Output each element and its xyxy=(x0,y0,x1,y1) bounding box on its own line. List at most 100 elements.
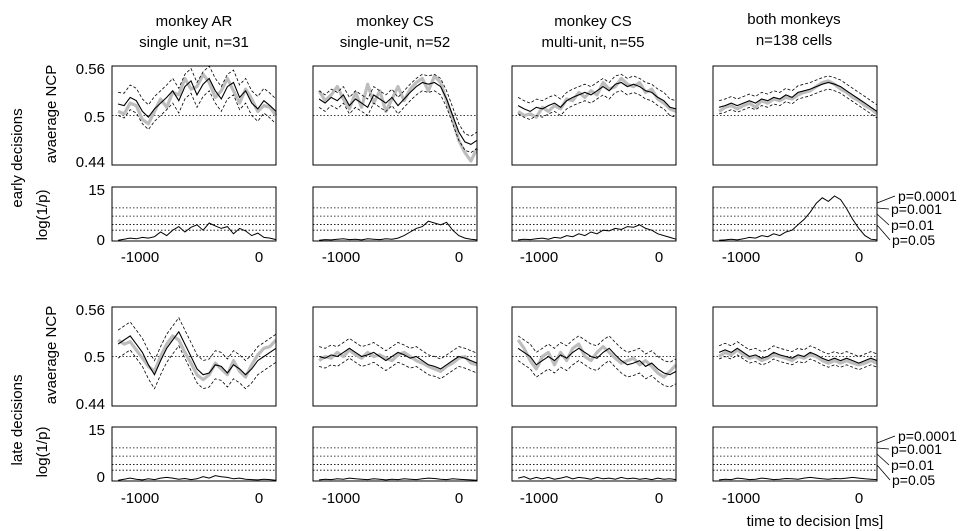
xtick-late-c3-0: 0 xyxy=(655,490,663,507)
xtick-late-c4-neg1000: -1000 xyxy=(722,490,760,507)
xlabel: time to decision [ms] xyxy=(747,513,884,530)
ncp-upper-bound-early-c1 xyxy=(118,65,277,106)
ncp-upper-bound-early-c4 xyxy=(718,75,878,106)
p-label-late-0001: p=0.0001 xyxy=(898,428,957,444)
ncp-lower-bound-early-c4 xyxy=(718,88,878,119)
p-label-late-001: p=0.001 xyxy=(891,441,942,457)
ytick-ncp-early-050: 0.5 xyxy=(84,109,105,126)
ncp-panel-early-c1 xyxy=(111,65,278,166)
xtick-early-c4-neg1000: -1000 xyxy=(722,249,760,266)
xtick-early-c1-0: 0 xyxy=(255,249,263,266)
ncp-mean-series-early-c3 xyxy=(517,81,677,113)
logp-panel-late-c2 xyxy=(312,426,478,482)
panels xyxy=(111,65,879,482)
logp-series-late-c4 xyxy=(719,476,878,481)
p-label-early-01: p=0.01 xyxy=(891,217,934,233)
ncp-panel-early-c3 xyxy=(511,65,677,166)
logp-panel-late-c4 xyxy=(712,426,878,482)
logp-panel-late-c1 xyxy=(111,426,277,482)
xtick-early-c2-neg1000: -1000 xyxy=(322,249,360,266)
ytick-ncp-late-050: 0.5 xyxy=(84,349,105,366)
logp-series-late-c3 xyxy=(517,476,677,481)
row-label-early: early decisions xyxy=(9,108,26,207)
logp-frame-early-c3 xyxy=(511,186,677,242)
ylabel-logp-early: log(1/p) xyxy=(34,190,51,241)
p-label-late-01: p=0.01 xyxy=(891,457,934,473)
ncp-lower-bound-late-c1 xyxy=(117,345,277,390)
ncp-alt-series-early-c3 xyxy=(517,76,677,119)
ncp-frame-early-c3 xyxy=(511,65,677,166)
ncp-frame-late-c3 xyxy=(511,306,677,407)
ylabel-ncp-early: avaerage NCP xyxy=(43,65,60,163)
col-title-2-line1: monkey CS xyxy=(356,13,434,30)
ncp-alt-series-early-c2 xyxy=(317,74,479,163)
logp-frame-late-c4 xyxy=(712,426,878,482)
logp-series-early-c1 xyxy=(118,222,277,241)
ncp-frame-early-c2 xyxy=(312,65,478,166)
xtick-early-c1-neg1000: -1000 xyxy=(121,249,159,266)
ytick-logp-late-15: 15 xyxy=(88,422,105,439)
ncp-upper-bound-late-c3 xyxy=(517,335,677,363)
logp-panel-early-c3 xyxy=(511,186,677,242)
xtick-late-c3-neg1000: -1000 xyxy=(520,490,558,507)
p-label-early-0001: p=0.0001 xyxy=(898,188,957,204)
ytick-ncp-early-044: 0.44 xyxy=(76,154,105,171)
ncp-panel-early-c4 xyxy=(712,65,879,166)
col-title-4-line2: n=138 cells xyxy=(756,32,832,49)
col-title-1-line1: monkey AR xyxy=(156,13,233,30)
ncp-lower-bound-late-c3 xyxy=(517,360,677,388)
col-title-3-line2: multi-unit, n=55 xyxy=(542,34,645,51)
p-label-leaders xyxy=(876,195,896,481)
ytick-logp-late-0: 0 xyxy=(97,469,105,486)
ncp-frame-late-c2 xyxy=(312,306,478,407)
xtick-late-c2-neg1000: -1000 xyxy=(322,490,360,507)
ncp-lower-bound-early-c2 xyxy=(318,90,478,154)
col-title-1-line2: single unit, n=31 xyxy=(139,34,249,51)
logp-frame-early-c2 xyxy=(312,186,478,242)
col-title-2-line2: single-unit, n=52 xyxy=(340,34,451,51)
ncp-upper-bound-late-c1 xyxy=(117,316,277,362)
ytick-logp-early-15: 15 xyxy=(88,182,105,199)
ncp-lower-bound-early-c3 xyxy=(517,90,677,121)
p-label-early-001: p=0.001 xyxy=(891,201,942,217)
ncp-upper-bound-late-c2 xyxy=(318,337,478,360)
ncp-lower-bound-early-c1 xyxy=(117,90,277,131)
ncp-panel-late-c4 xyxy=(712,306,878,407)
ncp-lower-bound-late-c2 xyxy=(318,357,478,380)
ncp-frame-early-c1 xyxy=(111,65,277,166)
ncp-lower-bound-late-c4 xyxy=(718,354,878,371)
logp-frame-early-c1 xyxy=(111,186,277,242)
logp-panel-early-c1 xyxy=(111,186,277,242)
ncp-frame-late-c4 xyxy=(712,306,878,407)
xtick-early-c3-neg1000: -1000 xyxy=(520,249,558,266)
logp-panel-early-c2 xyxy=(312,186,478,242)
xtick-late-c1-neg1000: -1000 xyxy=(121,490,159,507)
logp-frame-late-c2 xyxy=(312,426,478,482)
ncp-panel-late-c2 xyxy=(312,306,478,407)
xtick-late-c1-0: 0 xyxy=(255,490,263,507)
xtick-early-c4-0: 0 xyxy=(855,249,863,266)
ncp-panel-early-c2 xyxy=(312,65,479,166)
ncp-panel-late-c3 xyxy=(511,306,678,407)
ncp-upper-bound-early-c3 xyxy=(517,73,677,104)
xtick-late-c4-0: 0 xyxy=(855,490,863,507)
logp-series-late-c1 xyxy=(118,475,277,481)
logp-panel-late-c3 xyxy=(511,426,677,482)
logp-frame-late-c3 xyxy=(511,426,677,482)
logp-series-late-c2 xyxy=(319,477,478,481)
ncp-alt-series-late-c1 xyxy=(117,334,278,382)
ytick-ncp-late-044: 0.44 xyxy=(76,396,105,413)
ncp-frame-late-c1 xyxy=(111,306,277,407)
xtick-early-c3-0: 0 xyxy=(655,249,663,266)
ncp-mean-series-late-c4 xyxy=(718,347,878,364)
ncp-upper-bound-late-c4 xyxy=(718,341,878,357)
ncp-alt-series-late-c2 xyxy=(318,348,478,373)
logp-panel-early-c4 xyxy=(712,186,878,242)
logp-series-early-c3 xyxy=(518,224,677,241)
ytick-ncp-late-056: 0.56 xyxy=(76,302,105,319)
ncp-alt-series-early-c4 xyxy=(718,79,879,116)
p-label-early-05: p=0.05 xyxy=(892,232,935,248)
logp-series-early-c4 xyxy=(719,195,878,241)
ncp-alt-series-late-c4 xyxy=(718,348,878,367)
